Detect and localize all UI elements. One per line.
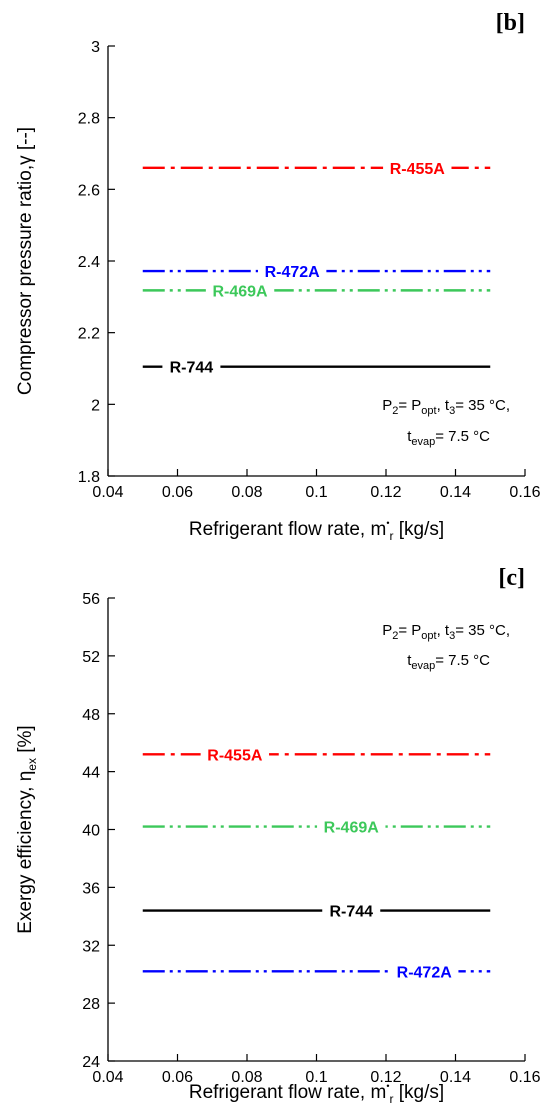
series-label-bg xyxy=(317,817,386,836)
x-tick-label: 0.12 xyxy=(370,484,401,501)
series-label-r-455a: R-455A xyxy=(207,747,263,764)
panel-label: [c] xyxy=(498,565,525,591)
y-tick-label: 3 xyxy=(91,39,100,56)
series-label-r-472a: R-472A xyxy=(397,964,453,981)
y-tick-label: 24 xyxy=(82,1054,100,1071)
x-tick-label: 0.06 xyxy=(162,1069,193,1086)
x-tick-label: 0.04 xyxy=(92,484,123,501)
x-tick-label: 0.16 xyxy=(509,484,540,501)
y-tick-label: 28 xyxy=(82,996,100,1013)
x-tick-label: 0.16 xyxy=(509,1069,540,1086)
y-tick-label: 2.4 xyxy=(78,254,100,271)
chart-panel-c: 0.04 0.06 0.08 0.1 0.12 0.14 0.16 24 28 32 36 40 44 4… xyxy=(15,565,541,1106)
series-label-bg xyxy=(162,357,221,376)
y-tick-label: 2 xyxy=(91,397,100,414)
y-tick-label: 56 xyxy=(82,591,100,608)
y-axis-title: Exergy efficiency, ηex [%] xyxy=(15,725,39,933)
x-tick-label: 0.08 xyxy=(231,484,262,501)
condition-annotation-line-1: P2= Popt, t3= 35 °C, xyxy=(382,397,510,417)
x-axis-title: Refrigerant flow rate, m•r [kg/s] xyxy=(189,518,444,543)
series-label-r-744: R-744 xyxy=(170,360,214,377)
x-tick-label: 0.08 xyxy=(231,1069,262,1086)
series-label-bg xyxy=(322,901,381,920)
y-tick-label: 36 xyxy=(82,880,100,897)
x-tick-label: 0.14 xyxy=(440,484,471,501)
series-label-r-469a: R-469A xyxy=(324,820,380,837)
y-tick-label: 2.6 xyxy=(78,182,100,199)
y-tick-label: 52 xyxy=(82,649,100,666)
x-axis-title: Refrigerant flow rate, m•r [kg/s] xyxy=(189,1081,444,1106)
condition-annotation-line-2: tevap= 7.5 °C xyxy=(407,652,490,672)
x-tick-label: 0.14 xyxy=(440,1069,471,1086)
y-axis-title: Compressor pressure ratio,γ [--] xyxy=(15,127,36,395)
series-label-bg xyxy=(390,962,459,981)
series-label-r-455a: R-455A xyxy=(390,161,446,178)
condition-annotation-line-2: tevap= 7.5 °C xyxy=(407,428,490,448)
y-tick-label: 40 xyxy=(82,823,100,840)
x-tick-label: 0.06 xyxy=(162,484,193,501)
series-label-r-472a: R-472A xyxy=(265,264,321,281)
x-tick-label: 0.1 xyxy=(305,484,327,501)
y-tick-label: 1.8 xyxy=(78,469,100,486)
series-label-bg xyxy=(383,158,452,177)
series-label-r-744: R-744 xyxy=(329,904,373,921)
y-tick-label: 48 xyxy=(82,707,100,724)
y-tick-label: 32 xyxy=(82,938,100,955)
y-tick-label: 44 xyxy=(82,765,100,782)
series-label-bg xyxy=(200,745,270,764)
series-label-bg xyxy=(205,281,275,300)
x-tick-label: 0.1 xyxy=(305,1069,327,1086)
series-label-bg xyxy=(257,262,327,281)
x-tick-label: 0.12 xyxy=(370,1069,401,1086)
condition-annotation-line-1: P2= Popt, t3= 35 °C, xyxy=(382,622,510,642)
x-tick-label: 0.04 xyxy=(92,1069,123,1086)
panel-label: [b] xyxy=(496,10,525,36)
y-tick-label: 2.2 xyxy=(78,326,100,343)
series-label-r-469a: R-469A xyxy=(212,283,268,300)
chart-panel-b: 0.04 0.06 0.08 0.1 0.12 0.14 0.16 1.8 2 2.2 2.4 2.6… xyxy=(15,10,541,543)
y-tick-label: 2.8 xyxy=(78,111,100,128)
